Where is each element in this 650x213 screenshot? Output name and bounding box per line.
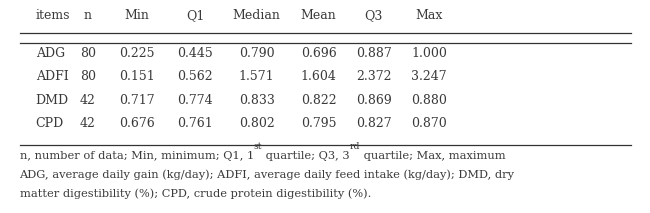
Text: ADG, average daily gain (kg/day); ADFI, average daily feed intake (kg/day); DMD,: ADG, average daily gain (kg/day); ADFI, … (20, 169, 515, 180)
Text: ADG: ADG (36, 47, 65, 60)
Text: 0.880: 0.880 (411, 94, 447, 107)
Text: quartile; Max, maximum: quartile; Max, maximum (360, 151, 506, 161)
Text: 0.822: 0.822 (301, 94, 336, 107)
Text: 2.372: 2.372 (356, 71, 391, 83)
Text: 1.604: 1.604 (300, 71, 337, 83)
Text: 0.802: 0.802 (239, 117, 274, 130)
Text: n: n (84, 9, 92, 22)
Text: 0.833: 0.833 (239, 94, 275, 107)
Text: Q3: Q3 (365, 9, 383, 22)
Text: Median: Median (233, 9, 281, 22)
Text: 0.761: 0.761 (177, 117, 213, 130)
Text: 1.571: 1.571 (239, 71, 274, 83)
Text: CPD: CPD (36, 117, 64, 130)
Text: Mean: Mean (300, 9, 337, 22)
Text: DMD: DMD (36, 94, 69, 107)
Text: 0.696: 0.696 (300, 47, 337, 60)
Text: Q1: Q1 (186, 9, 204, 22)
Text: 42: 42 (80, 117, 96, 130)
Text: 0.774: 0.774 (177, 94, 213, 107)
Text: 0.445: 0.445 (177, 47, 213, 60)
Text: ADFI: ADFI (36, 71, 68, 83)
Text: 0.151: 0.151 (118, 71, 155, 83)
Text: 0.887: 0.887 (356, 47, 391, 60)
Text: matter digestibility (%); CPD, crude protein digestibility (%).: matter digestibility (%); CPD, crude pro… (20, 189, 371, 199)
Text: 0.717: 0.717 (119, 94, 154, 107)
Text: 0.795: 0.795 (301, 117, 336, 130)
Text: items: items (36, 9, 70, 22)
Text: 0.225: 0.225 (119, 47, 154, 60)
Text: quartile; Q3, 3: quartile; Q3, 3 (262, 151, 350, 161)
Text: n, number of data; Min, minimum; Q1, 1: n, number of data; Min, minimum; Q1, 1 (20, 151, 254, 161)
Text: 3.247: 3.247 (411, 71, 447, 83)
Text: 0.790: 0.790 (239, 47, 274, 60)
Text: 80: 80 (80, 71, 96, 83)
Text: 0.869: 0.869 (356, 94, 391, 107)
Text: 0.562: 0.562 (177, 71, 213, 83)
Text: 1.000: 1.000 (411, 47, 447, 60)
Text: rd: rd (350, 142, 360, 151)
Text: 0.870: 0.870 (411, 117, 447, 130)
Text: 0.676: 0.676 (118, 117, 155, 130)
Text: 42: 42 (80, 94, 96, 107)
Text: Max: Max (415, 9, 443, 22)
Text: 0.827: 0.827 (356, 117, 391, 130)
Text: st: st (254, 142, 262, 151)
Text: Min: Min (124, 9, 149, 22)
Text: 80: 80 (80, 47, 96, 60)
